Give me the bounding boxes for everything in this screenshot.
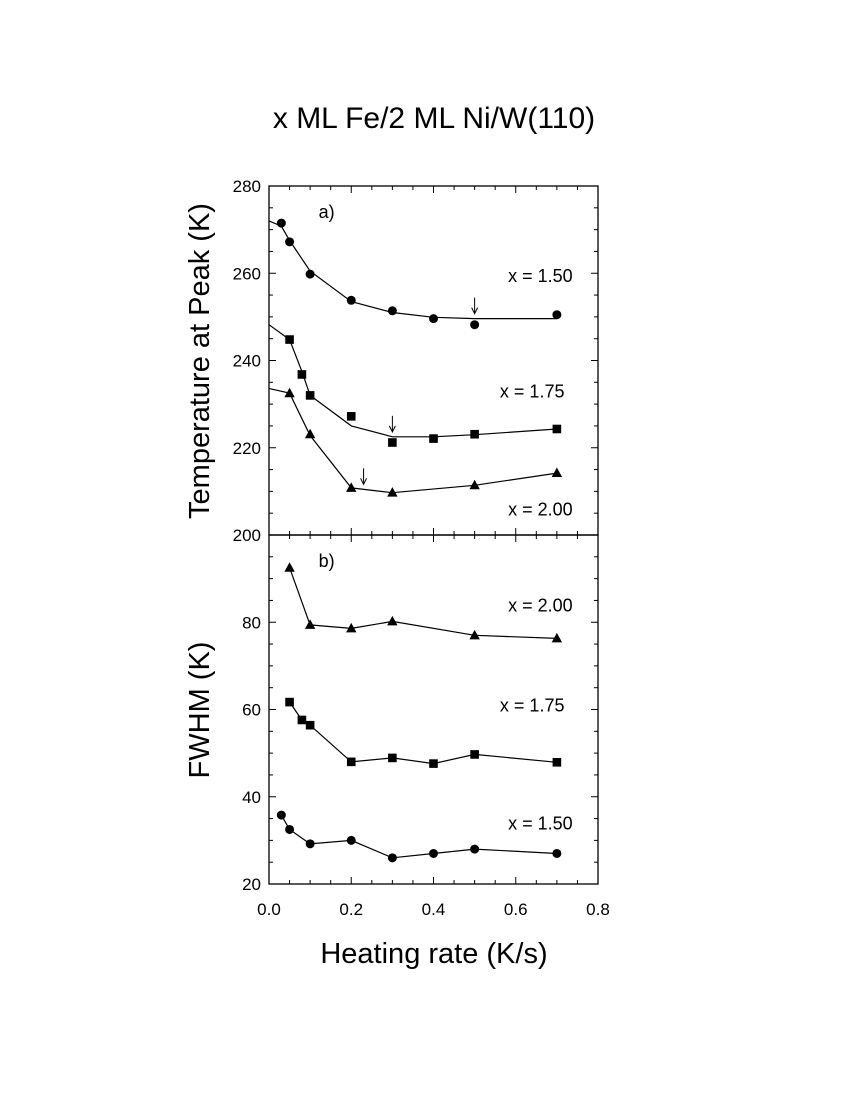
data-point-square: [305, 391, 315, 400]
series-line-triangle: [289, 567, 557, 639]
y-tick-label: 200: [233, 526, 261, 545]
data-point-circle: [552, 848, 562, 858]
y-tick-label: 20: [242, 875, 261, 894]
panel-label-b: b): [319, 551, 335, 571]
y-tick-label: 80: [242, 613, 261, 632]
data-point-circle: [470, 320, 480, 330]
data-point-square: [429, 759, 438, 768]
x-tick-label: 0.6: [504, 900, 528, 919]
data-point-square: [470, 750, 479, 759]
data-point-triangle: [346, 482, 357, 492]
arrow-head-icon: [360, 478, 368, 486]
data-point-square: [388, 753, 397, 763]
data-point-circle: [276, 218, 286, 228]
y-tick-label: 40: [242, 788, 261, 807]
data-point-triangle: [304, 428, 316, 439]
data-point-triangle: [387, 487, 398, 497]
series-label: x = 2.00: [508, 499, 573, 519]
series-label: x = 1.75: [500, 382, 565, 402]
data-point-square: [297, 715, 307, 725]
arrow-head-icon: [388, 425, 396, 433]
data-point-square: [346, 757, 356, 767]
data-point-circle: [276, 810, 286, 820]
data-point-circle: [552, 310, 562, 320]
data-point-triangle: [551, 467, 563, 478]
y-axis-label-a: Temperature at Peak (K): [184, 203, 216, 519]
data-point-square: [285, 697, 294, 707]
data-point-circle: [346, 835, 356, 845]
data-point-circle: [429, 314, 438, 324]
series-line-square: [268, 324, 557, 438]
data-point-triangle: [469, 629, 480, 640]
x-tick-label: 0.0: [257, 900, 281, 919]
x-tick-label: 0.8: [586, 900, 610, 919]
data-point-circle: [346, 295, 356, 305]
data-point-triangle: [469, 479, 480, 490]
y-tick-label: 240: [233, 352, 261, 371]
series-label: x = 1.50: [508, 266, 573, 286]
data-point-square: [297, 370, 307, 379]
data-point-square: [346, 412, 356, 421]
data-point-triangle: [551, 632, 563, 643]
figure-title: x ML Fe/2 ML Ni/W(110): [273, 102, 595, 135]
y-tick-label: 220: [233, 439, 261, 458]
data-point-circle: [387, 306, 397, 316]
data-point-circle: [285, 824, 295, 834]
x-axis-label: Heating rate (K/s): [320, 938, 547, 970]
series-label: x = 1.50: [508, 813, 573, 833]
panel-a-temperature-at-peak: 200 220 240 260 280 Temperature at Peak (K) a)…: [184, 177, 599, 545]
data-point-circle: [285, 237, 295, 247]
x-tick-label: 0.4: [422, 900, 446, 919]
y-tick-label: 280: [233, 177, 261, 196]
data-point-triangle: [284, 387, 295, 398]
data-point-circle: [305, 269, 315, 279]
data-point-triangle: [304, 619, 316, 629]
series-label: x = 1.75: [500, 696, 565, 716]
arrow-head-icon: [471, 307, 479, 315]
x-tick-label: 0.2: [339, 900, 363, 919]
series-label: x = 2.00: [508, 595, 573, 615]
data-point-square: [429, 434, 438, 443]
data-point-square: [285, 335, 294, 344]
series-line-triangle: [268, 387, 557, 494]
data-point-square: [552, 424, 562, 434]
data-point-circle: [429, 848, 438, 858]
y-tick-label: 260: [233, 264, 261, 283]
data-point-circle: [470, 844, 480, 854]
data-point-triangle: [284, 562, 295, 572]
data-point-triangle: [387, 615, 398, 626]
y-tick-label: 60: [242, 701, 261, 720]
panel-a-frame: [268, 185, 599, 536]
data-point-circle: [305, 839, 315, 849]
panel-label-a: a): [319, 202, 335, 222]
data-point-circle: [387, 853, 397, 863]
y-axis-label-b: FWHM (K): [184, 642, 216, 779]
data-point-square: [305, 720, 315, 730]
panel-b-fwhm: 20 40 60 80 0.0 0.2 0.4 0.6 0.8 FWHM (K) b) x = 2.0…: [184, 534, 610, 919]
data-point-triangle: [346, 622, 357, 633]
data-point-square: [388, 438, 397, 447]
data-point-square: [552, 757, 562, 767]
data-point-square: [470, 429, 479, 439]
